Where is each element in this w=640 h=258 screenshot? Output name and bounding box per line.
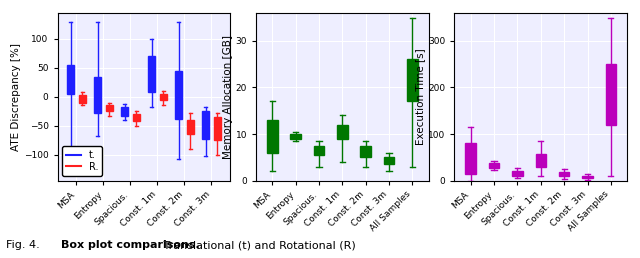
PathPatch shape <box>67 65 74 94</box>
Text: Translational (t) and Rotational (R): Translational (t) and Rotational (R) <box>160 240 356 250</box>
PathPatch shape <box>536 154 546 167</box>
PathPatch shape <box>291 134 301 139</box>
PathPatch shape <box>489 163 499 167</box>
PathPatch shape <box>465 143 476 174</box>
Y-axis label: ATE Discrepancy [%]: ATE Discrepancy [%] <box>11 43 21 151</box>
PathPatch shape <box>337 125 348 139</box>
PathPatch shape <box>132 114 140 121</box>
PathPatch shape <box>582 176 593 178</box>
PathPatch shape <box>79 95 86 102</box>
PathPatch shape <box>187 120 194 134</box>
PathPatch shape <box>267 120 278 153</box>
PathPatch shape <box>106 106 113 111</box>
PathPatch shape <box>121 107 129 116</box>
PathPatch shape <box>202 111 209 139</box>
PathPatch shape <box>360 146 371 157</box>
Y-axis label: Execution Time [s]: Execution Time [s] <box>415 49 426 145</box>
Text: Fig. 4.: Fig. 4. <box>6 240 51 250</box>
PathPatch shape <box>384 157 394 164</box>
Y-axis label: Memory Allocation [GB]: Memory Allocation [GB] <box>223 35 233 159</box>
PathPatch shape <box>559 172 570 176</box>
PathPatch shape <box>214 117 221 140</box>
PathPatch shape <box>407 60 418 101</box>
Text: Box plot comparisons.: Box plot comparisons. <box>61 240 200 250</box>
PathPatch shape <box>314 146 324 155</box>
PathPatch shape <box>159 94 167 100</box>
PathPatch shape <box>175 71 182 119</box>
PathPatch shape <box>512 171 523 176</box>
PathPatch shape <box>94 77 101 113</box>
Legend: t., R.: t., R. <box>63 146 102 176</box>
PathPatch shape <box>605 64 616 125</box>
PathPatch shape <box>148 56 156 92</box>
